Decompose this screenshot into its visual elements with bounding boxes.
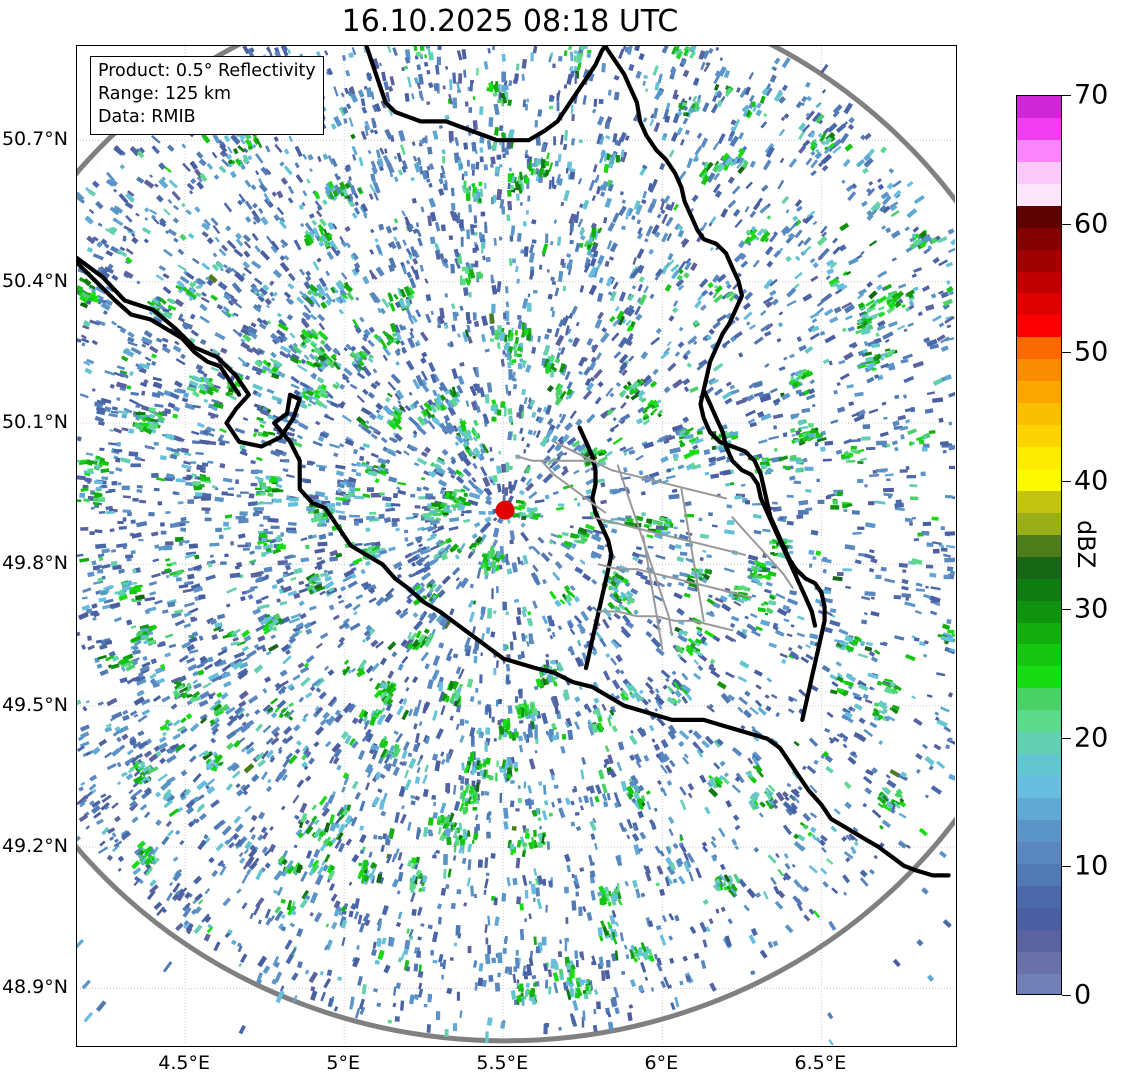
- colorbar-band: [1017, 381, 1061, 404]
- region-border-2: [591, 516, 746, 556]
- y-axis-tick-6: 48.9°N: [1, 976, 68, 999]
- colorbar-tick-mark: [1062, 95, 1071, 96]
- colorbar-band: [1017, 666, 1061, 689]
- x-axis-tick-0: 4.5°E: [158, 1052, 211, 1074]
- colorbar-tick-label-1: 60: [1074, 208, 1109, 240]
- colorbar-band: [1017, 973, 1061, 994]
- region-border-6: [642, 535, 664, 651]
- colorbar-band: [1017, 600, 1061, 623]
- colorbar-band: [1017, 951, 1061, 974]
- colorbar-tick-label-0: 70: [1074, 79, 1109, 111]
- colorbar-band: [1017, 249, 1061, 272]
- x-axis-tick-4: 6.5°E: [794, 1052, 847, 1074]
- colorbar-band: [1017, 161, 1061, 184]
- colorbar-band: [1017, 96, 1061, 118]
- colorbar-tick-label-3: 40: [1074, 465, 1109, 497]
- colorbar-band: [1017, 556, 1061, 579]
- colorbar-band: [1017, 139, 1061, 162]
- colorbar-gradient: [1017, 96, 1061, 994]
- colorbar[interactable]: [1016, 95, 1062, 995]
- colorbar-tick-mark: [1062, 737, 1071, 739]
- colorbar-band: [1017, 798, 1061, 820]
- country-border-lux-west: [577, 425, 614, 671]
- colorbar-band: [1017, 403, 1061, 426]
- colorbar-band: [1017, 227, 1061, 250]
- y-axis-tick-0: 50.7°N: [1, 128, 68, 151]
- x-axis-tick-1: 5°E: [326, 1052, 360, 1074]
- colorbar-band: [1017, 732, 1061, 755]
- colorbar-tick-label-4: 30: [1074, 593, 1109, 625]
- colorbar-tick-mark: [1062, 352, 1071, 354]
- colorbar-band: [1017, 688, 1061, 711]
- region-border-3: [597, 563, 753, 599]
- page-title: 16.10.2025 08:18 UTC: [341, 4, 679, 39]
- y-axis-tick-3: 49.8°N: [1, 552, 68, 575]
- colorbar-band: [1017, 578, 1061, 601]
- colorbar-band: [1017, 337, 1061, 360]
- range-ring: [77, 46, 955, 1044]
- region-border-9: [731, 516, 794, 589]
- colorbar-band: [1017, 490, 1061, 513]
- colorbar-band: [1017, 205, 1061, 228]
- colorbar-tick-label-7: 0: [1074, 979, 1092, 1011]
- region-border-4: [680, 488, 705, 622]
- colorbar-tick-label-2: 50: [1074, 336, 1109, 368]
- colorbar-title: dBZ: [1072, 520, 1100, 569]
- reflectivity-echoes: [77, 46, 955, 1045]
- y-axis-tick-5: 49.2°N: [1, 835, 68, 858]
- colorbar-tick-mark: [1062, 995, 1071, 996]
- colorbar-band: [1017, 447, 1061, 469]
- colorbar-band: [1017, 929, 1061, 952]
- colorbar-band: [1017, 425, 1061, 447]
- region-border-8: [515, 455, 597, 462]
- colorbar-band: [1017, 907, 1061, 930]
- colorbar-band: [1017, 841, 1061, 864]
- product-info-box: Product: 0.5° Reflectivity Range: 125 km…: [90, 56, 324, 136]
- y-axis-tick-4: 49.5°N: [1, 693, 68, 716]
- colorbar-band: [1017, 315, 1061, 338]
- colorbar-band: [1017, 293, 1061, 316]
- colorbar-band: [1017, 271, 1061, 294]
- radar-map-canvas: [77, 46, 956, 1046]
- colorbar-band: [1017, 754, 1061, 777]
- colorbar-tick-label-6: 10: [1074, 850, 1109, 882]
- colorbar-band: [1017, 512, 1061, 535]
- colorbar-band: [1017, 863, 1061, 886]
- colorbar-tick-mark: [1062, 866, 1071, 868]
- colorbar-band: [1017, 710, 1061, 733]
- region-border-5: [597, 610, 734, 632]
- colorbar-band: [1017, 644, 1061, 667]
- info-data-line: Data: RMIB: [98, 107, 196, 128]
- colorbar-band: [1017, 534, 1061, 557]
- colorbar-tick-mark: [1062, 609, 1071, 611]
- radar-site-marker[interactable]: [495, 500, 515, 520]
- colorbar-band: [1017, 183, 1061, 206]
- colorbar-band: [1017, 819, 1061, 842]
- colorbar-tick-mark: [1062, 223, 1071, 225]
- y-axis-tick-1: 50.4°N: [1, 269, 68, 292]
- country-border-north-nl: [364, 46, 608, 143]
- region-border-7: [540, 459, 607, 514]
- info-product-line: Product: 0.5° Reflectivity: [98, 61, 316, 81]
- grid-lines: [77, 46, 955, 1045]
- info-range-line: Range: 125 km: [98, 84, 232, 105]
- country-border-belgium-west: [77, 260, 242, 397]
- radar-map-plot[interactable]: Product: 0.5° Reflectivity Range: 125 km…: [76, 45, 957, 1047]
- x-axis-tick-3: 6°E: [644, 1052, 679, 1074]
- colorbar-band: [1017, 117, 1061, 140]
- country-border-east-de: [603, 46, 827, 722]
- y-axis-tick-2: 50.1°N: [1, 410, 68, 433]
- colorbar-band: [1017, 622, 1061, 645]
- country-border-lux-east: [701, 387, 818, 628]
- colorbar-band: [1017, 359, 1061, 382]
- radar-map-svg: [77, 46, 955, 1045]
- colorbar-band: [1017, 776, 1061, 798]
- x-axis-tick-2: 5.5°E: [476, 1052, 529, 1074]
- colorbar-band: [1017, 885, 1061, 908]
- colorbar-band: [1017, 468, 1061, 491]
- colorbar-tick-mark: [1062, 480, 1071, 482]
- region-border-0: [553, 440, 727, 500]
- country-border-south: [77, 256, 951, 878]
- colorbar-tick-label-5: 20: [1074, 722, 1109, 754]
